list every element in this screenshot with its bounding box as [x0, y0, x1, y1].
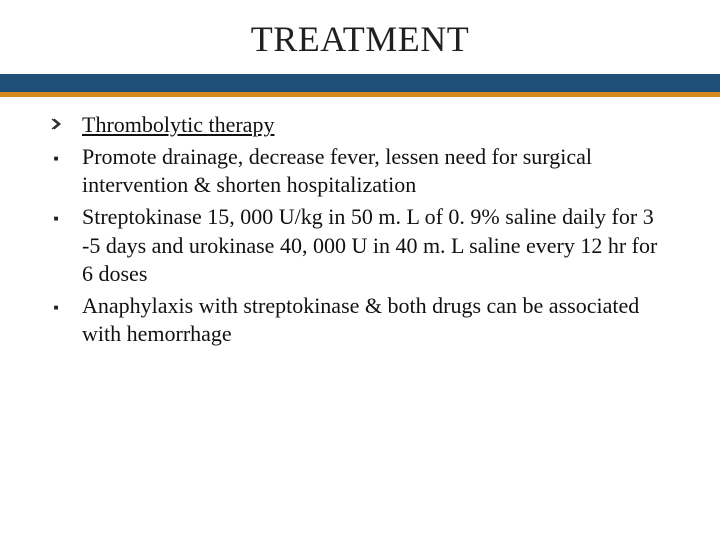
- bar-blue: [0, 74, 720, 92]
- bar-orange: [0, 92, 720, 97]
- slide: { "title": "TREATMENT", "colors": { "bar…: [0, 0, 720, 540]
- content-area: Thrombolytic therapy ■ Promote drainage,…: [0, 97, 720, 348]
- list-item: Thrombolytic therapy: [30, 111, 670, 139]
- square-bullet-icon: ■: [30, 203, 82, 223]
- square-bullet-icon: ■: [30, 143, 82, 163]
- list-item: ■ Promote drainage, decrease fever, less…: [30, 143, 670, 199]
- list-item-text: Promote drainage, decrease fever, lessen…: [82, 143, 670, 199]
- square-bullet-icon: ■: [30, 292, 82, 312]
- chevron-right-icon: [30, 111, 82, 135]
- list-item-text: Thrombolytic therapy: [82, 111, 670, 139]
- accent-bars: [0, 74, 720, 97]
- list-item: ■ Anaphylaxis with streptokinase & both …: [30, 292, 670, 348]
- list-item: ■ Streptokinase 15, 000 U/kg in 50 m. L …: [30, 203, 670, 287]
- list-item-text: Anaphylaxis with streptokinase & both dr…: [82, 292, 670, 348]
- list-item-text: Streptokinase 15, 000 U/kg in 50 m. L of…: [82, 203, 670, 287]
- slide-title: TREATMENT: [0, 0, 720, 74]
